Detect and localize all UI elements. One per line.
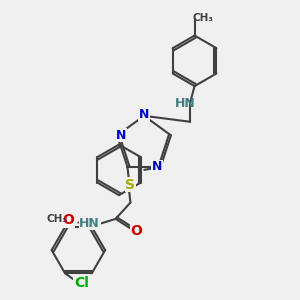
Text: CH₃: CH₃ — [46, 214, 68, 224]
Text: N: N — [139, 108, 149, 121]
Text: N: N — [152, 160, 162, 173]
Text: HN: HN — [79, 217, 100, 230]
Text: O: O — [62, 213, 74, 227]
Text: CH₃: CH₃ — [192, 13, 213, 23]
Text: O: O — [130, 224, 142, 238]
Text: S: S — [125, 178, 135, 192]
Text: Cl: Cl — [74, 276, 89, 290]
Text: N: N — [116, 129, 126, 142]
Text: HN: HN — [174, 98, 195, 110]
